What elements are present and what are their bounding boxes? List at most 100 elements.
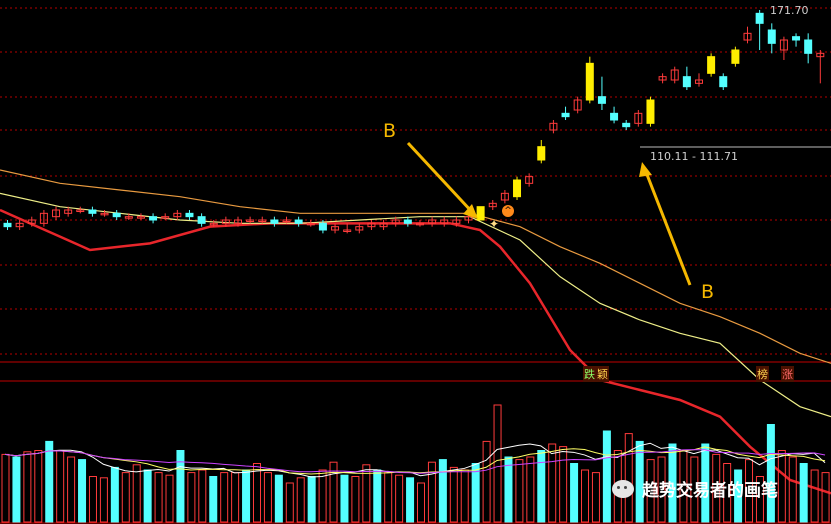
volume-bar: [504, 456, 513, 523]
candle-body: [39, 212, 48, 224]
arrow-head: [463, 204, 478, 219]
candle-body: [561, 112, 570, 118]
candle-body: [221, 219, 230, 224]
candle-body: [100, 212, 109, 216]
candle-body: [500, 192, 509, 201]
arrow-shaft: [644, 171, 692, 286]
volume-bar: [570, 463, 579, 523]
volume-bar: [99, 477, 108, 523]
candle-body: [719, 76, 728, 88]
volume-bar: [88, 476, 97, 523]
candle-body: [3, 222, 12, 228]
volume-bar: [657, 456, 666, 523]
candle-body: [573, 99, 582, 111]
volume-bar: [690, 456, 699, 523]
volume-bar: [209, 476, 218, 523]
volume-bar: [329, 461, 338, 523]
candle-body: [88, 209, 97, 214]
candle-body: [246, 219, 255, 222]
tag-zhang: 涨: [781, 366, 794, 382]
volume-bar: [493, 404, 502, 523]
candle-body: [610, 112, 619, 121]
volume-bar: [406, 477, 415, 523]
volume-bar: [460, 469, 469, 523]
candle-body: [112, 212, 121, 218]
volume-bar: [154, 472, 163, 523]
candle-body: [622, 122, 631, 128]
volume-bar: [23, 451, 32, 523]
candle-body: [209, 222, 218, 226]
volume-bar: [537, 450, 546, 523]
volume-bar: [384, 472, 393, 523]
volume-average-line: [4, 449, 826, 474]
candle-body: [64, 209, 73, 214]
volume-average-lines: [4, 442, 826, 478]
candle-body: [294, 219, 303, 224]
volume-bars: [1, 404, 830, 523]
tag-bang: 榜: [756, 366, 769, 382]
volume-bar: [296, 477, 305, 523]
candle-body: [415, 222, 424, 226]
volume-bar: [482, 440, 491, 523]
candle-body: [379, 222, 388, 228]
candle-body: [15, 222, 24, 228]
candle-body: [525, 176, 534, 184]
volume-bar: [438, 459, 447, 523]
moving-average-line: [0, 192, 831, 418]
volume-bar: [351, 476, 360, 523]
volume-bar: [788, 456, 797, 523]
candle-body: [513, 179, 522, 198]
volume-bar: [777, 450, 786, 523]
annotation-b-left: B: [383, 120, 397, 142]
annotation-arrows: [406, 141, 692, 286]
volume-bar: [723, 463, 732, 523]
candle-body: [488, 202, 497, 208]
candlestick-series: [3, 10, 825, 234]
candle-body: [694, 79, 703, 84]
candle-body: [173, 212, 182, 218]
candle-body: [707, 56, 716, 74]
watermark: 趋势交易者的画笔: [612, 476, 778, 501]
candle-body: [185, 212, 194, 218]
candle-body: [779, 39, 788, 51]
volume-bar: [198, 469, 207, 523]
candle-body: [743, 32, 752, 41]
volume-bar: [581, 469, 590, 523]
volume-bar: [165, 474, 174, 523]
volume-bar: [635, 440, 644, 523]
volume-bar: [187, 472, 196, 523]
volume-bar: [34, 450, 43, 523]
volume-bar: [701, 443, 710, 523]
volume-bar: [766, 424, 775, 523]
runner-icon: ✦: [489, 217, 500, 231]
volume-bar: [799, 463, 808, 523]
candle-body: [682, 76, 691, 88]
candle-body: [367, 222, 376, 228]
volume-bar: [810, 469, 819, 523]
candle-body: [440, 219, 449, 224]
chart-grid: [0, 7, 831, 524]
candle-body: [428, 219, 437, 224]
candle-body: [27, 219, 36, 224]
candle-body: [306, 222, 315, 226]
candle-body: [537, 146, 546, 161]
candle-body: [391, 219, 400, 224]
candle-body: [585, 62, 594, 101]
candle-body: [634, 112, 643, 124]
candle-body: [331, 226, 340, 231]
moving-average-lines: [0, 169, 831, 495]
candle-body: [282, 219, 291, 222]
volume-bar: [515, 459, 524, 523]
volume-average-line: [4, 446, 826, 475]
candle-body: [76, 209, 85, 212]
candle-body: [464, 216, 473, 221]
volume-bar: [427, 461, 436, 523]
arrow-head: [639, 162, 652, 177]
watermark-text: 趋势交易者的画笔: [642, 481, 778, 501]
volume-bar: [45, 440, 54, 523]
volume-bar: [285, 482, 294, 523]
volume-bar: [242, 469, 251, 523]
candle-body: [403, 219, 412, 224]
volume-bar: [602, 430, 611, 523]
